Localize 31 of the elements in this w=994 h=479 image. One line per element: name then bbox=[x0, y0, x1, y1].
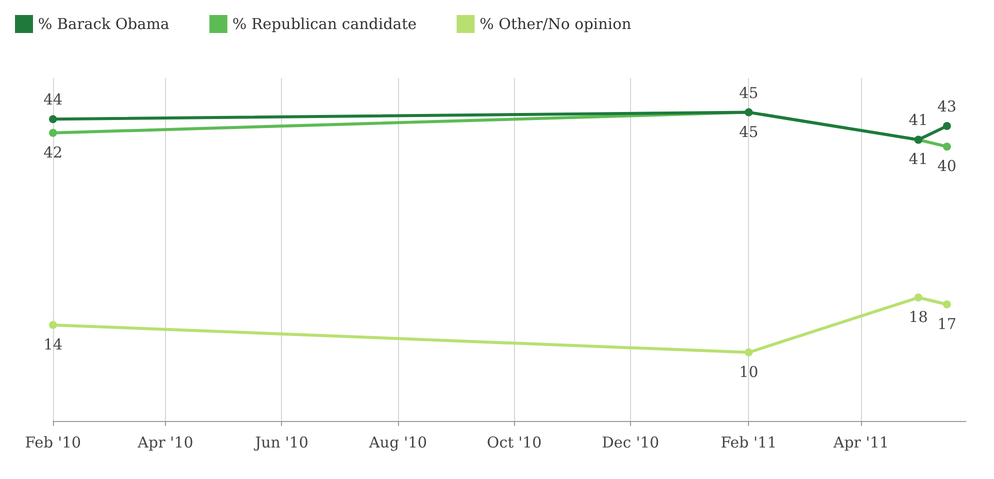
legend-label: % Republican candidate bbox=[232, 15, 417, 33]
point bbox=[942, 300, 951, 308]
data-label: 41 bbox=[908, 150, 928, 168]
point bbox=[49, 320, 57, 329]
x-tick-label: Oct '10 bbox=[486, 434, 542, 452]
data-label: 45 bbox=[739, 122, 758, 141]
data-label: 40 bbox=[937, 157, 956, 176]
data-label: 41 bbox=[908, 111, 928, 130]
data-label: 43 bbox=[937, 98, 956, 116]
x-tick-label: Aug '10 bbox=[368, 434, 428, 452]
x-tick-label: Apr '10 bbox=[136, 434, 194, 452]
x-tick-label: Jun '10 bbox=[253, 434, 308, 452]
legend-label: % Barack Obama bbox=[38, 15, 170, 33]
x-tick-label: Feb '11 bbox=[720, 434, 777, 452]
data-label: 18 bbox=[908, 308, 928, 326]
data-label: 44 bbox=[43, 90, 63, 109]
x-tick-label: Dec '10 bbox=[602, 434, 660, 452]
x-tick-label: Feb '10 bbox=[24, 434, 82, 452]
data-label: 17 bbox=[937, 314, 956, 333]
data-label: 42 bbox=[43, 143, 63, 162]
point bbox=[942, 142, 951, 151]
point bbox=[49, 128, 57, 137]
point bbox=[49, 115, 57, 124]
data-label: 14 bbox=[43, 335, 63, 354]
data-label: 10 bbox=[739, 362, 758, 381]
x-tick-label: Apr '11 bbox=[832, 434, 889, 452]
point bbox=[914, 294, 922, 302]
point bbox=[744, 348, 753, 356]
legend-label: % Other/No opinion bbox=[480, 15, 632, 33]
point bbox=[942, 122, 951, 130]
data-label: 45 bbox=[739, 84, 758, 102]
